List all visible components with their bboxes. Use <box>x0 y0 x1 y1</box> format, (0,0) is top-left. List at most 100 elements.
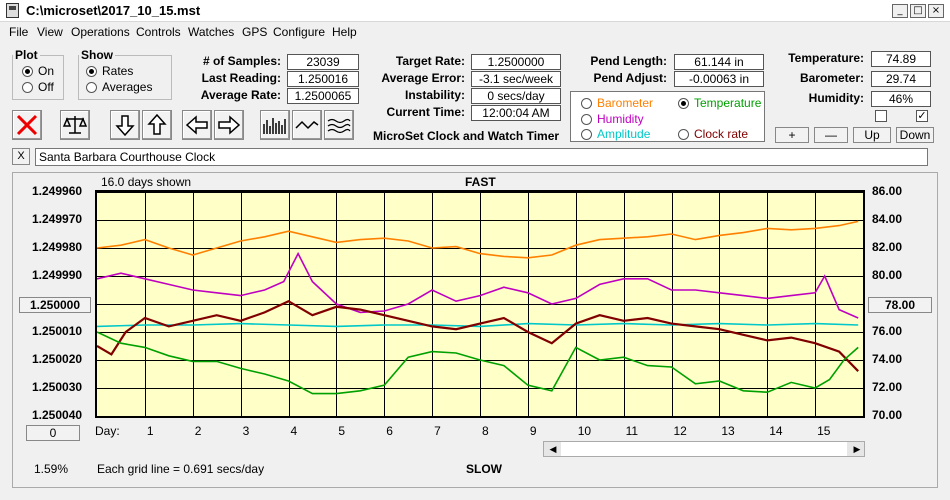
checkbox-1[interactable] <box>875 110 887 122</box>
menu-help[interactable]: Help <box>332 25 357 39</box>
series-line-barometer <box>96 220 859 259</box>
x-tick-label: 1 <box>146 424 154 438</box>
clock-name-field[interactable]: Santa Barbara Courthouse Clock <box>35 148 928 166</box>
arrow-down-icon <box>115 115 135 137</box>
maximize-button[interactable]: □ <box>910 4 926 18</box>
menu-bar: File View Operations Controls Watches GP… <box>0 22 950 42</box>
stop-button[interactable] <box>12 110 42 140</box>
series-temperature-radio[interactable]: Temperature <box>678 96 761 110</box>
radio-dot-icon <box>581 97 592 109</box>
scroll-left-arrow-icon[interactable]: ◀ <box>549 444 557 454</box>
menu-operations[interactable]: Operations <box>71 25 130 39</box>
close-button[interactable]: × <box>928 4 944 18</box>
app-icon <box>6 3 19 18</box>
menu-view[interactable]: View <box>37 25 63 39</box>
y-right-tick-label: 84.00 <box>872 212 903 226</box>
menu-watches[interactable]: Watches <box>188 25 235 39</box>
y-left-tick-label: 1.250030 <box>32 380 83 394</box>
series-humidity-radio[interactable]: Humidity <box>581 112 644 126</box>
series-barometer-radio[interactable]: Barometer <box>581 96 653 110</box>
scroll-left-button[interactable] <box>182 110 212 140</box>
arrow-right-icon <box>218 115 241 135</box>
menu-controls[interactable]: Controls <box>136 25 181 39</box>
checkbox-2[interactable]: ✓ <box>916 110 928 122</box>
series-amplitude-radio[interactable]: Amplitude <box>581 127 650 141</box>
day-label: Day: <box>95 424 120 438</box>
x-tick-label: 3 <box>242 424 250 438</box>
barometer-value: 29.74 <box>871 71 931 87</box>
x-tick-label: 13 <box>721 424 735 438</box>
x-tick-label: 15 <box>817 424 831 438</box>
scroll-right-button[interactable] <box>214 110 244 140</box>
pend-length-value: 61.144 in <box>674 54 764 70</box>
window-title: C:\microset\2017_10_15.mst <box>26 3 201 18</box>
minus-button[interactable]: — <box>814 127 848 143</box>
up-button[interactable]: Up <box>853 127 891 143</box>
menu-file[interactable]: File <box>9 25 29 39</box>
pend-adjust-value: -0.00063 in <box>674 71 764 87</box>
plus-button[interactable]: + <box>775 127 809 143</box>
x-tick-label: 6 <box>386 424 393 438</box>
bar-view-button[interactable] <box>260 110 290 140</box>
x-tick-label: 11 <box>625 424 639 438</box>
zero-button[interactable]: 0 <box>26 425 80 441</box>
samples-value: 23039 <box>287 54 359 70</box>
target-rate-value: 1.2500000 <box>471 54 561 70</box>
average-error-label: Average Error: <box>381 71 465 85</box>
pend-adjust-label: Pend Adjust: <box>593 71 667 85</box>
samples-label: # of Samples: <box>202 54 281 68</box>
y-right-tick-label: 72.00 <box>872 380 903 394</box>
minimize-button[interactable]: _ <box>892 4 908 18</box>
y-right-tick-label: 74.00 <box>872 352 903 366</box>
radio-dot-icon <box>678 128 689 140</box>
plot-on-radio[interactable]: On <box>22 64 54 78</box>
temperature-value: 74.89 <box>871 51 931 67</box>
menu-gps[interactable]: GPS <box>242 25 268 39</box>
plot-group-legend: Plot <box>15 48 38 62</box>
arrow-left-icon <box>185 115 208 135</box>
rate-center-button[interactable]: 1.250000 <box>19 297 91 313</box>
down-button[interactable]: Down <box>896 127 934 143</box>
x-tick-label: 14 <box>769 424 783 438</box>
instability-value: 0 secs/day <box>471 88 561 104</box>
show-group-legend: Show <box>81 48 113 62</box>
last-reading-value: 1.250016 <box>287 71 359 87</box>
y-left-tick-label: 1.249960 <box>32 184 83 198</box>
plot-off-radio[interactable]: Off <box>22 80 54 94</box>
y-left-tick-label: 1.249970 <box>32 212 83 226</box>
menu-configure[interactable]: Configure <box>273 25 326 39</box>
scroll-right-arrow-icon[interactable]: ▶ <box>853 444 861 454</box>
show-rates-radio[interactable]: Rates <box>86 64 133 78</box>
fast-label: FAST <box>465 175 496 189</box>
radio-dot-icon <box>86 81 97 93</box>
scroll-track[interactable] <box>561 442 847 456</box>
arrow-up-icon <box>147 113 167 135</box>
move-down-button[interactable] <box>110 110 140 140</box>
days-shown-label: 16.0 days shown <box>101 175 192 189</box>
clear-name-button[interactable]: X <box>12 148 30 165</box>
balance-button[interactable] <box>60 110 90 140</box>
show-group: Show <box>78 48 172 100</box>
multi-line-view-button[interactable] <box>324 110 354 140</box>
show-averages-radio[interactable]: Averages <box>86 80 152 94</box>
x-tick-label: 5 <box>338 424 346 438</box>
plot-area <box>95 190 865 418</box>
instability-label: Instability: <box>404 88 465 102</box>
radio-dot-icon <box>22 81 33 93</box>
last-reading-label: Last Reading: <box>201 71 281 85</box>
series-line-amplitude <box>96 322 859 328</box>
move-up-button[interactable] <box>142 110 172 140</box>
series-select-box: Barometer Temperature Humidity Amplitude… <box>570 91 765 142</box>
temperature-center-button[interactable]: 78.00 <box>868 297 932 313</box>
y-right-tick-label: 76.00 <box>872 324 903 338</box>
y-left-tick-label: 1.249980 <box>32 240 83 254</box>
slow-label: SLOW <box>466 462 502 476</box>
line-view-button[interactable] <box>292 110 322 140</box>
x-tick-label: 9 <box>529 424 537 438</box>
bars-icon <box>263 118 286 134</box>
multi-wave-icon <box>327 118 351 134</box>
radio-dot-icon <box>22 65 33 77</box>
series-line-humidity <box>96 251 859 319</box>
series-clock-rate-radio[interactable]: Clock rate <box>678 127 748 141</box>
grid-note: Each grid line = 0.691 secs/day <box>97 462 265 476</box>
